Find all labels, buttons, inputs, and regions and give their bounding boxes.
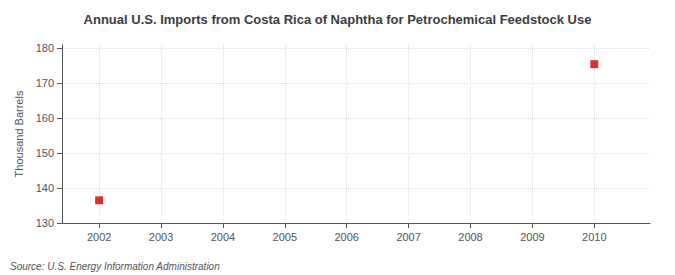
- svg-text:Annual U.S. Imports from Costa: Annual U.S. Imports from Costa Rica of N…: [84, 12, 592, 27]
- svg-text:2008: 2008: [458, 231, 482, 243]
- svg-text:2007: 2007: [396, 231, 420, 243]
- svg-text:2005: 2005: [273, 231, 297, 243]
- svg-text:Source: U.S. Energy Informatio: Source: U.S. Energy Information Administ…: [10, 261, 220, 272]
- svg-text:2003: 2003: [149, 231, 173, 243]
- svg-text:2009: 2009: [520, 231, 544, 243]
- svg-text:2002: 2002: [87, 231, 111, 243]
- svg-text:2010: 2010: [582, 231, 606, 243]
- svg-text:170: 170: [36, 77, 54, 89]
- svg-text:140: 140: [36, 182, 54, 194]
- svg-text:160: 160: [36, 112, 54, 124]
- svg-text:150: 150: [36, 147, 54, 159]
- svg-text:Thousand Barrels: Thousand Barrels: [13, 90, 25, 177]
- svg-text:130: 130: [36, 217, 54, 229]
- svg-text:2004: 2004: [211, 231, 235, 243]
- svg-text:180: 180: [36, 42, 54, 54]
- svg-text:2006: 2006: [334, 231, 358, 243]
